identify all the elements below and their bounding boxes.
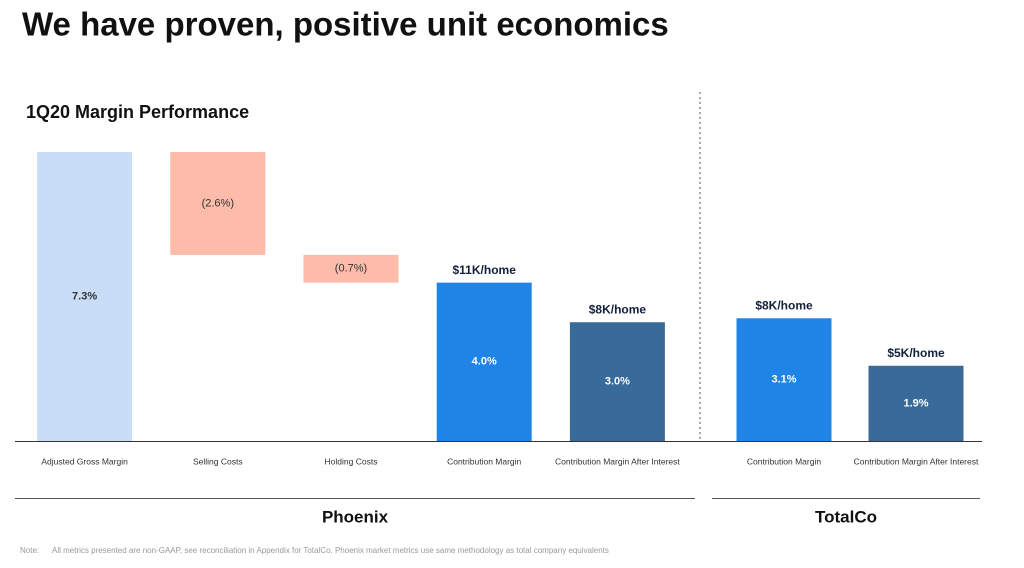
value-label: 4.0%: [472, 356, 497, 368]
group-label: Phoenix: [322, 507, 389, 526]
bar: [736, 318, 832, 441]
x-tick-label: Contribution Margin: [747, 456, 821, 466]
bar-annotation: $5K/home: [887, 346, 945, 360]
value-label: 7.3%: [72, 290, 97, 302]
x-tick-label: Contribution Margin: [447, 456, 521, 466]
note-label: Note:: [20, 546, 39, 555]
x-tick-label: Contribution Margin After Interest: [854, 456, 979, 466]
value-label: 3.0%: [605, 376, 630, 388]
x-tick-label: Adjusted Gross Margin: [41, 456, 128, 466]
bar: [37, 152, 133, 441]
value-label: 3.1%: [771, 374, 796, 386]
bar: [436, 282, 532, 441]
value-label: (0.7%): [335, 263, 367, 275]
x-tick-label: Contribution Margin After Interest: [555, 456, 680, 466]
value-label: (2.6%): [202, 197, 234, 209]
x-tick-label: Selling Costs: [193, 456, 243, 466]
slide-title: We have proven, positive unit economics: [22, 6, 669, 43]
bar: [303, 254, 399, 283]
bar-annotation: $8K/home: [589, 302, 647, 316]
note-text: All metrics presented are non-GAAP, see …: [52, 546, 609, 555]
bar-annotation: $8K/home: [755, 298, 813, 312]
bar: [868, 365, 964, 441]
value-label: 1.9%: [903, 397, 928, 409]
bar-annotation: $11K/home: [453, 263, 517, 277]
x-tick-label: Holding Costs: [325, 456, 378, 466]
chart-subtitle: 1Q20 Margin Performance: [26, 102, 249, 122]
bar: [569, 322, 665, 441]
bar: [170, 152, 266, 255]
group-label: TotalCo: [815, 507, 877, 526]
